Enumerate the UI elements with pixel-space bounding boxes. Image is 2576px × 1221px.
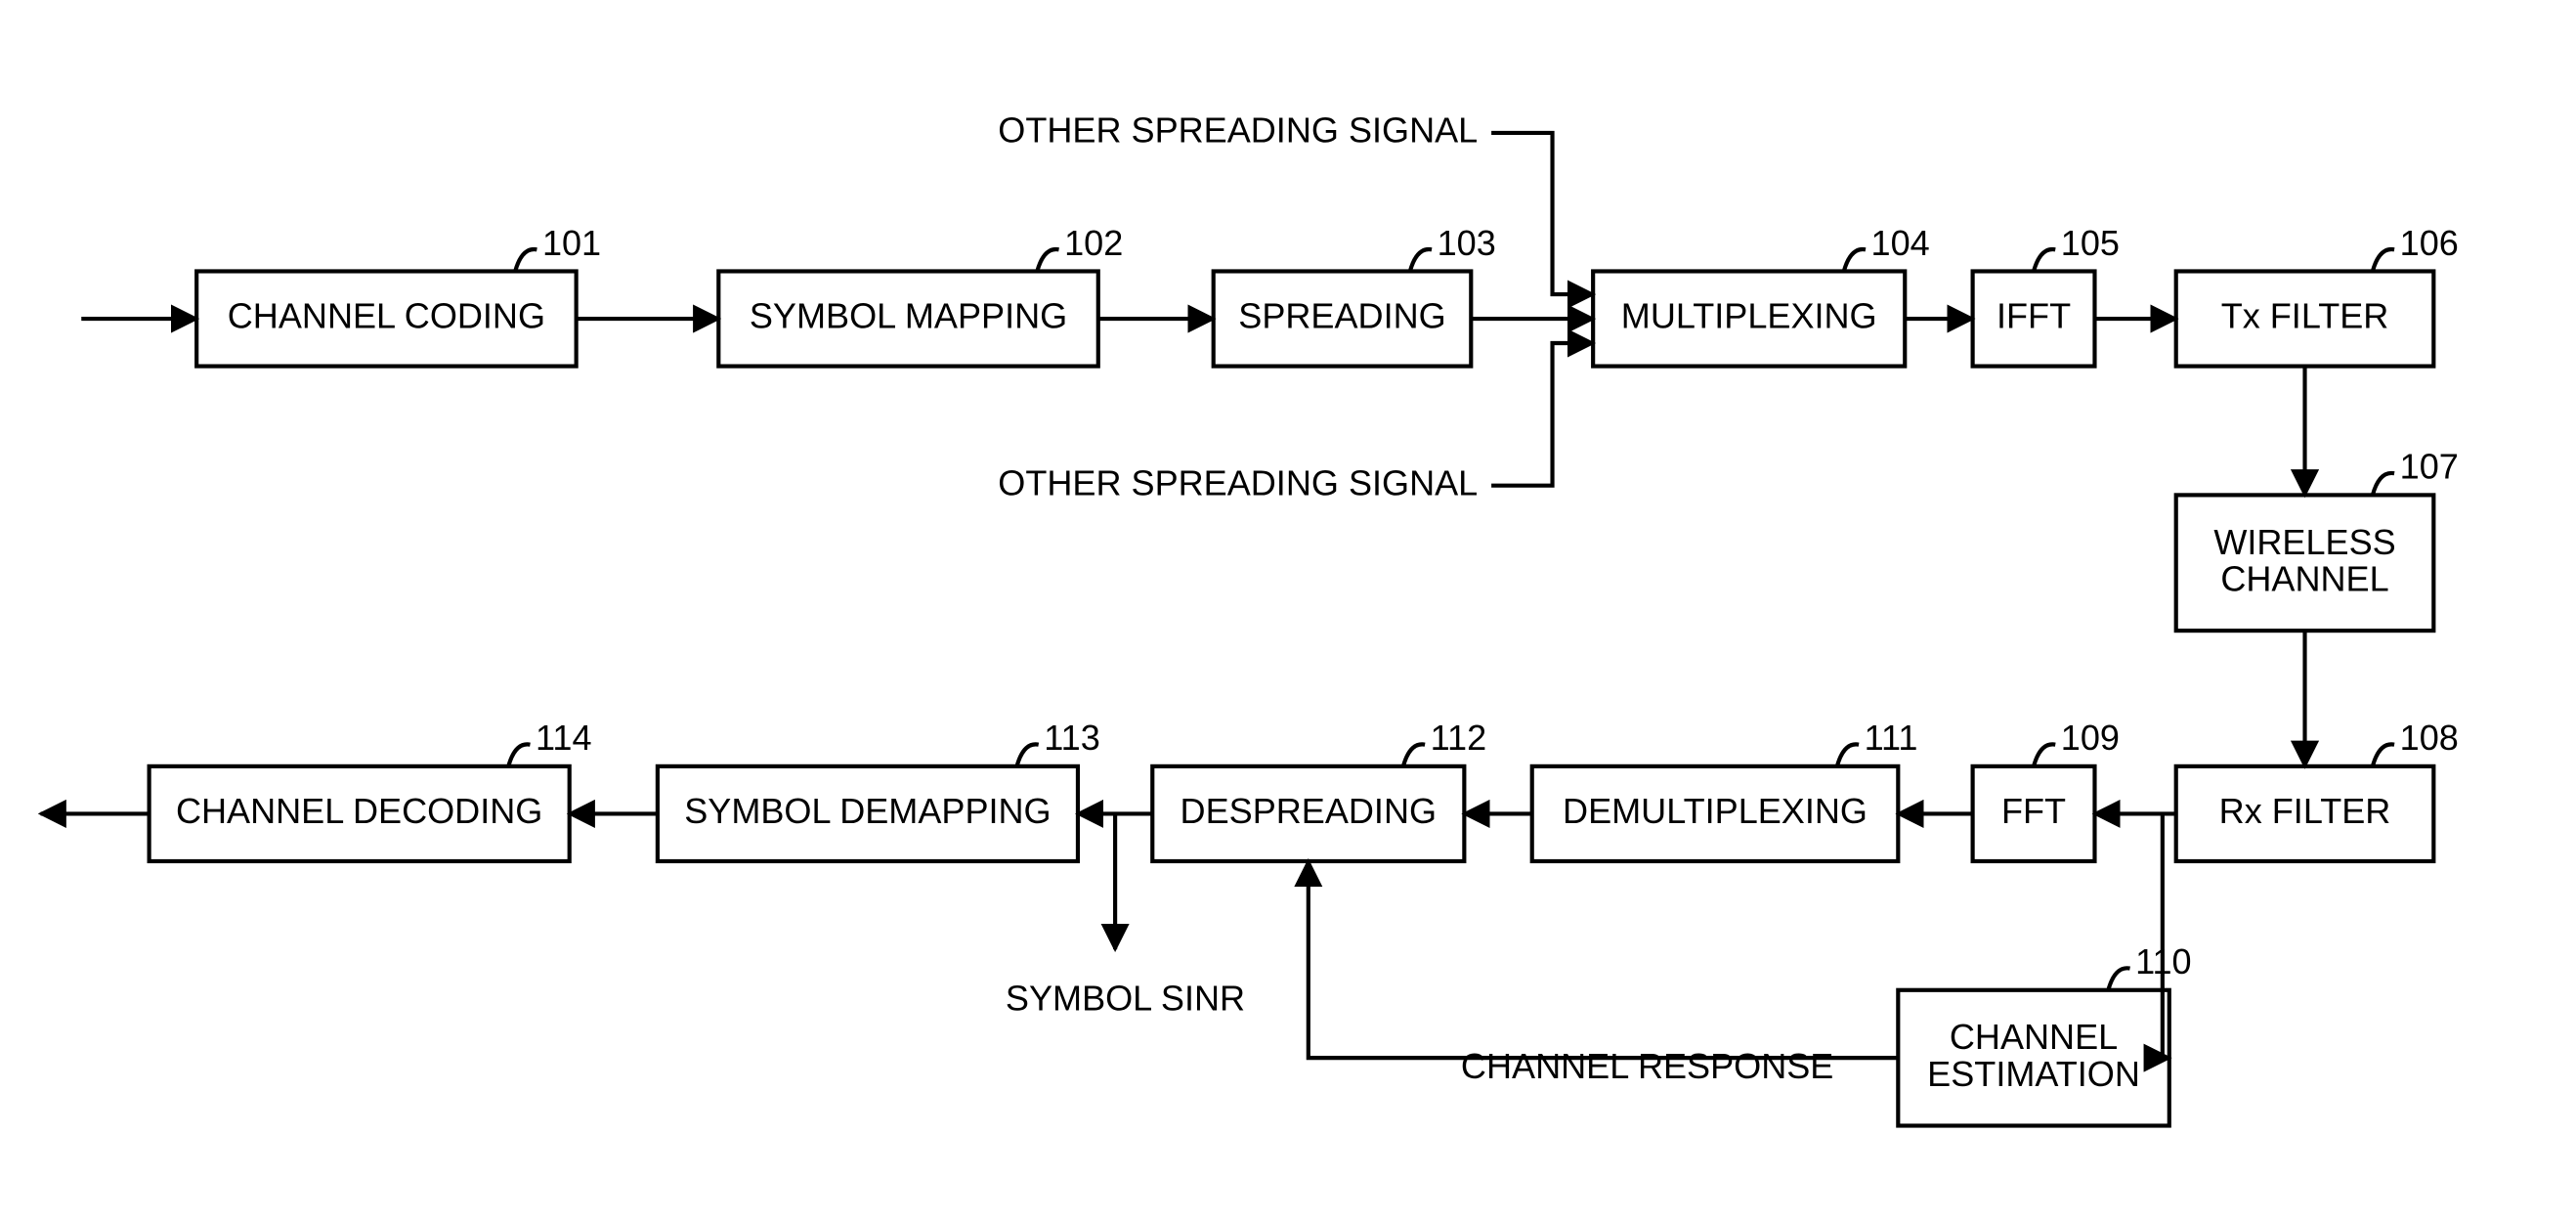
ref-num: 105 [2061, 223, 2120, 263]
ref-num: 110 [2135, 941, 2192, 981]
block-label: DESPREADING [1181, 791, 1438, 831]
block-label: Tx FILTER [2221, 296, 2389, 336]
block-n106: Tx FILTER 106 [2176, 223, 2459, 367]
block-n104: MULTIPLEXING 104 [1593, 223, 1930, 367]
block-n101: CHANNEL CODING 101 [196, 223, 601, 367]
block-label: MULTIPLEXING [1621, 296, 1877, 336]
block-label: IFFT [1996, 296, 2071, 336]
block-label: CHANNEL DECODING [176, 791, 542, 831]
ref-num: 101 [542, 223, 601, 263]
ref-num: 114 [536, 718, 592, 758]
block-n114: CHANNEL DECODING 114 [150, 718, 592, 861]
edge-other2-104 [1491, 343, 1593, 486]
block-n113: SYMBOL DEMAPPING 113 [658, 718, 1100, 861]
ref-num: 104 [1871, 223, 1930, 263]
edge-110-112 [1309, 861, 1899, 1058]
block-n102: SYMBOL MAPPING 102 [718, 223, 1123, 367]
block-n107: WIRELESSCHANNEL107 [2176, 447, 2459, 631]
block-label: DEMULTIPLEXING [1563, 791, 1868, 831]
block-label: Rx FILTER [2219, 791, 2391, 831]
block-label: SYMBOL MAPPING [750, 296, 1067, 336]
block-n105: IFFT 105 [1973, 223, 2120, 367]
ref-num: 103 [1438, 223, 1496, 263]
block-label: FFT [2001, 791, 2066, 831]
block-n111: DEMULTIPLEXING 111 [1532, 718, 1918, 861]
ref-num: 108 [2400, 718, 2459, 758]
block-n103: SPREADING 103 [1214, 223, 1496, 367]
free-label-other1: OTHER SPREADING SIGNAL [998, 110, 1478, 151]
edge-other1-104 [1491, 133, 1593, 294]
block-n112: DESPREADING 112 [1152, 718, 1486, 861]
block-label: SPREADING [1238, 296, 1445, 336]
block-label: SYMBOL DEMAPPING [684, 791, 1051, 831]
block-label: CHANNEL CODING [228, 296, 545, 336]
block-n109: FFT 109 [1973, 718, 2120, 861]
block-n108: Rx FILTER108 [2176, 718, 2459, 861]
free-label-other2: OTHER SPREADING SIGNAL [998, 462, 1478, 502]
free-label-chresp: CHANNEL RESPONSE [1461, 1046, 1833, 1086]
ref-num: 112 [1431, 718, 1486, 758]
block-n110: CHANNELESTIMATION 110 [1898, 941, 2191, 1125]
ref-num: 107 [2400, 447, 2459, 487]
ref-num: 111 [1865, 718, 1918, 758]
ref-num: 109 [2061, 718, 2120, 758]
block-label: WIRELESSCHANNEL [2213, 521, 2395, 598]
block-label: CHANNELESTIMATION [1927, 1017, 2140, 1094]
block-diagram: CHANNEL CODING 101 SYMBOL MAPPING 102 SPREAD… [0, 0, 2576, 1221]
ref-num: 102 [1064, 223, 1123, 263]
ref-num: 113 [1044, 718, 1100, 758]
ref-num: 106 [2400, 223, 2459, 263]
free-label-sinr: SYMBOL SINR [1006, 979, 1245, 1019]
